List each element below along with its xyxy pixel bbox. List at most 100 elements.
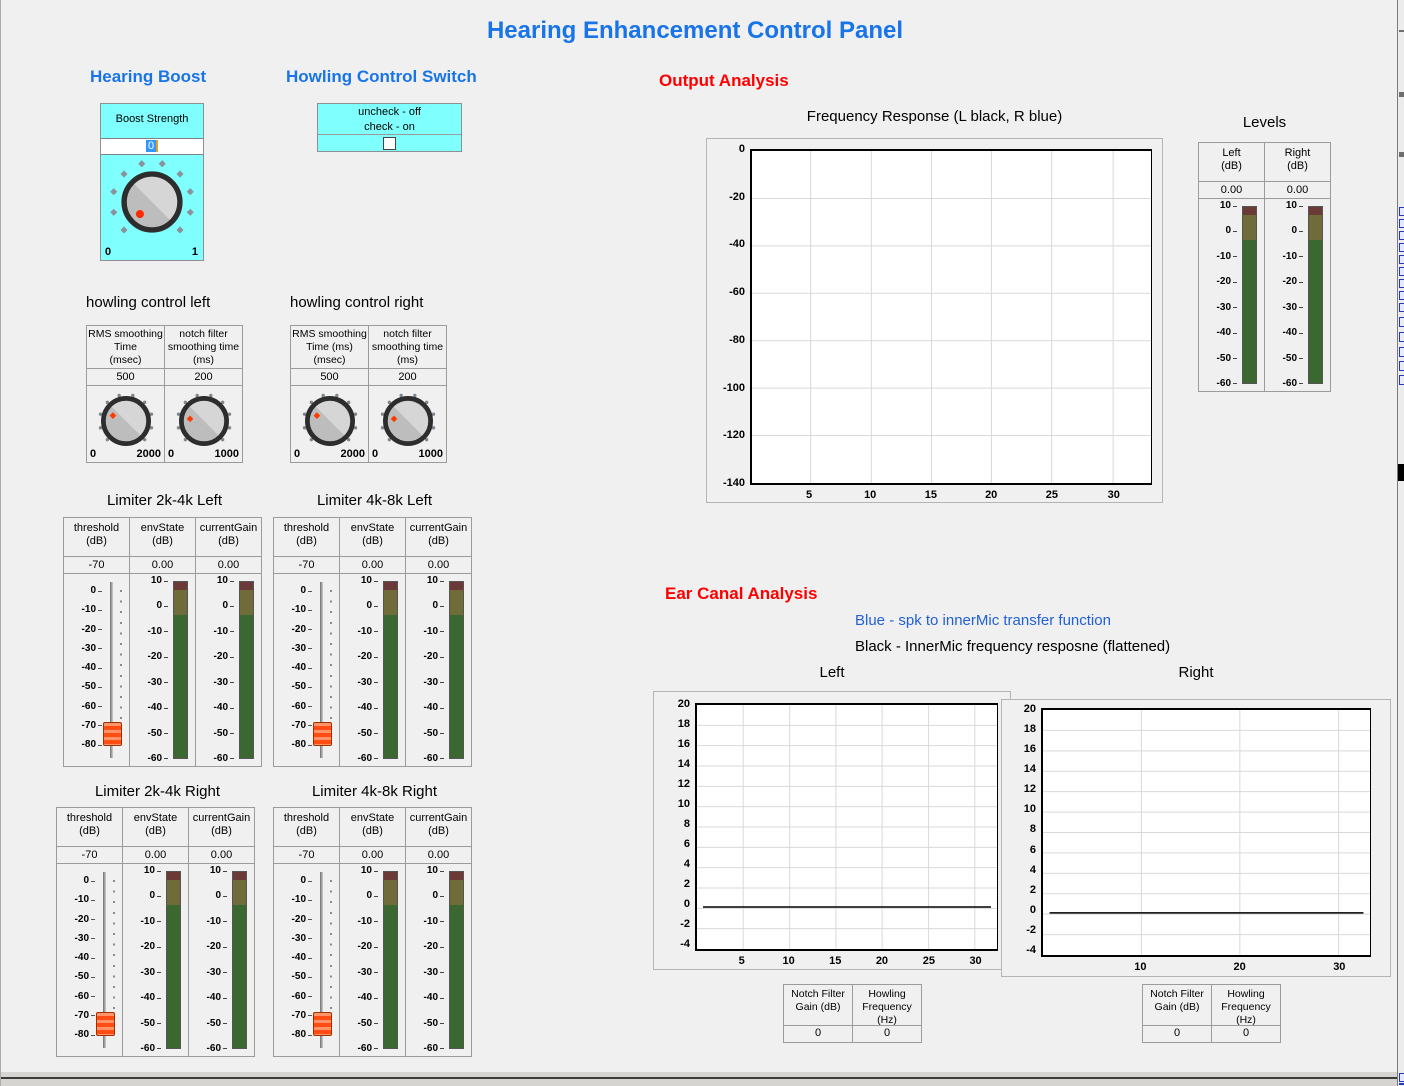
knob-max-label: 1000: [418, 448, 443, 460]
threshold-slider-track[interactable]: [320, 582, 323, 758]
slider-scale-tick: -70: [82, 720, 102, 731]
frequency-response-chart: 0 -20 -40 -60 -80 -100 -120 -140: [706, 138, 1163, 503]
knob-min-label: 0: [372, 448, 379, 460]
howling-switch-checkbox[interactable]: [383, 136, 396, 150]
threshold-slider-handle[interactable]: [313, 1012, 332, 1037]
slider-scale-tick: -50: [82, 682, 102, 692]
meter-scale-tick: 10: [361, 576, 378, 586]
limiter-panel-4k8k-left: threshold (dB) -70 0 -10 -20 -30 -40 -50 -60 -7…: [273, 517, 472, 767]
meter-scale-tick: -40: [1283, 328, 1303, 338]
switch-line1: uncheck - off: [358, 106, 421, 118]
notch-smoothing-knob-box: notch filter smoothing time (ms) 200 0: [368, 325, 447, 463]
howling-left-heading: howling control left: [86, 294, 211, 311]
envstate-value: 0.00: [130, 557, 195, 574]
meter-scale-tick: 0: [149, 891, 161, 901]
meter-scale-tick: -40: [148, 703, 168, 713]
slider-scale-tick: -20: [292, 914, 312, 925]
meter-scale-tick: -20: [1217, 277, 1237, 287]
x-axis-tick: 10: [1134, 961, 1147, 973]
level-right-label: Right (dB): [1265, 143, 1330, 182]
meter-scale-tick: -60: [141, 1043, 161, 1054]
meter-scale-tick: -60: [1217, 378, 1237, 389]
threshold-slider-handle[interactable]: [103, 722, 122, 747]
threshold-value[interactable]: -70: [57, 847, 122, 864]
y-axis-tick: 20: [677, 698, 690, 710]
notch-smoothing-label: notch filter smoothing time (ms): [369, 326, 446, 369]
envstate-meter-bar: [383, 581, 398, 759]
x-axis-tick: 30: [969, 955, 982, 967]
howling-right-panel: RMS smoothing Time (ms) (msec) 500 0: [290, 325, 447, 463]
rms-smoothing-knob[interactable]: [297, 388, 363, 454]
threshold-label: threshold (dB): [274, 518, 339, 557]
currentgain-meter-bar: [239, 581, 254, 759]
y-axis-tick: 16: [677, 738, 690, 750]
boost-strength-knob[interactable]: [107, 157, 197, 247]
slider-scale-tick: -30: [292, 933, 312, 944]
y-axis-tick: -120: [722, 429, 745, 442]
x-axis-tick: 25: [1045, 489, 1059, 501]
meter-scale-tick: -10: [358, 626, 378, 637]
threshold-value[interactable]: -70: [64, 557, 129, 574]
knob-min-label: 0: [168, 448, 175, 460]
howling-left-panel: RMS smoothing Time (msec) 500 0 2: [86, 325, 243, 463]
threshold-slider-track[interactable]: [320, 872, 323, 1048]
boost-max-label: 1: [191, 246, 198, 258]
meter-scale-tick: -50: [207, 1018, 227, 1029]
meter-scale-tick: 10: [151, 576, 168, 586]
rms-smoothing-label: RMS smoothing Time (msec): [87, 326, 164, 369]
howling-frequency-column: Howling Frequency (Hz) 0: [852, 984, 922, 1043]
limiter-title: Limiter 2k-4k Right: [94, 783, 221, 800]
meter-scale-tick: -10: [214, 626, 234, 637]
envstate-value: 0.00: [340, 847, 405, 864]
currentgain-meter-bar: [449, 581, 464, 759]
slider-scale-tick: -60: [292, 991, 312, 1002]
y-axis-tick: -20: [729, 190, 745, 203]
threshold-slider-track[interactable]: [103, 872, 106, 1048]
y-axis-tick: 4: [683, 858, 690, 870]
hearing-boost-heading: Hearing Boost: [90, 67, 207, 86]
meter-scale-tick: 10: [427, 866, 444, 876]
rms-smoothing-knob-box: RMS smoothing Time (msec) 500 0 2: [86, 325, 165, 463]
x-axis-tick: 5: [738, 955, 745, 967]
y-axis-tick: 10: [677, 798, 690, 810]
notch-smoothing-knob[interactable]: [375, 388, 441, 454]
howling-frequency-column: Howling Frequency (Hz) 0: [1211, 984, 1281, 1043]
meter-scale-tick: -40: [424, 703, 444, 713]
y-axis-tick: -140: [722, 476, 745, 489]
legend-black-text: Black - InnerMic frequency resposne (fla…: [855, 638, 1171, 655]
meter-scale-tick: 0: [366, 891, 378, 901]
meter-scale-tick: -50: [1283, 353, 1303, 364]
threshold-slider-handle[interactable]: [313, 722, 332, 747]
notch-gain-value: 0: [814, 1027, 822, 1039]
notch-gain-label: Notch Filter Gain (dB): [1143, 985, 1211, 1026]
slider-scale-tick: -30: [292, 643, 312, 654]
meter-scale-tick: 10: [1220, 201, 1237, 211]
meter-scale-tick: 0: [432, 891, 444, 901]
slider-scale-tick: -40: [292, 663, 312, 673]
rms-smoothing-knob[interactable]: [93, 388, 159, 454]
envstate-column: envState (dB) 0.00 10 0 -10 -20 -30 -40 -50 -60: [129, 517, 196, 767]
threshold-slider-handle[interactable]: [96, 1012, 115, 1037]
threshold-value[interactable]: -70: [274, 557, 339, 574]
currentgain-label: currentGain (dB): [189, 808, 254, 847]
meter-scale-tick: -60: [424, 1043, 444, 1054]
envstate-meter-bar: [383, 871, 398, 1049]
notch-smoothing-knob[interactable]: [171, 388, 237, 454]
currentgain-label: currentGain (dB): [196, 518, 261, 557]
currentgain-value: 0.00: [189, 847, 254, 864]
slider-scale-tick: -80: [75, 1030, 95, 1040]
rms-smoothing-value[interactable]: 500: [87, 369, 164, 386]
notch-smoothing-value[interactable]: 200: [369, 369, 446, 386]
rms-smoothing-value[interactable]: 500: [291, 369, 368, 386]
meter-scale-tick: -60: [358, 753, 378, 764]
threshold-slider-track[interactable]: [110, 582, 113, 758]
y-axis-tick: 2: [683, 878, 690, 890]
notch-smoothing-value[interactable]: 200: [165, 369, 242, 386]
meter-scale-tick: -10: [424, 626, 444, 637]
boost-strength-input[interactable]: 0: [101, 138, 203, 155]
slider-scale-tick: -60: [292, 701, 312, 712]
ear-left-chart: 20 18 16 14 12 10 8 6 4 2 0 -2 -4: [653, 691, 1011, 970]
ear-left-plot-area: [695, 703, 998, 951]
y-axis-tick: -40: [729, 238, 745, 251]
threshold-value[interactable]: -70: [274, 847, 339, 864]
